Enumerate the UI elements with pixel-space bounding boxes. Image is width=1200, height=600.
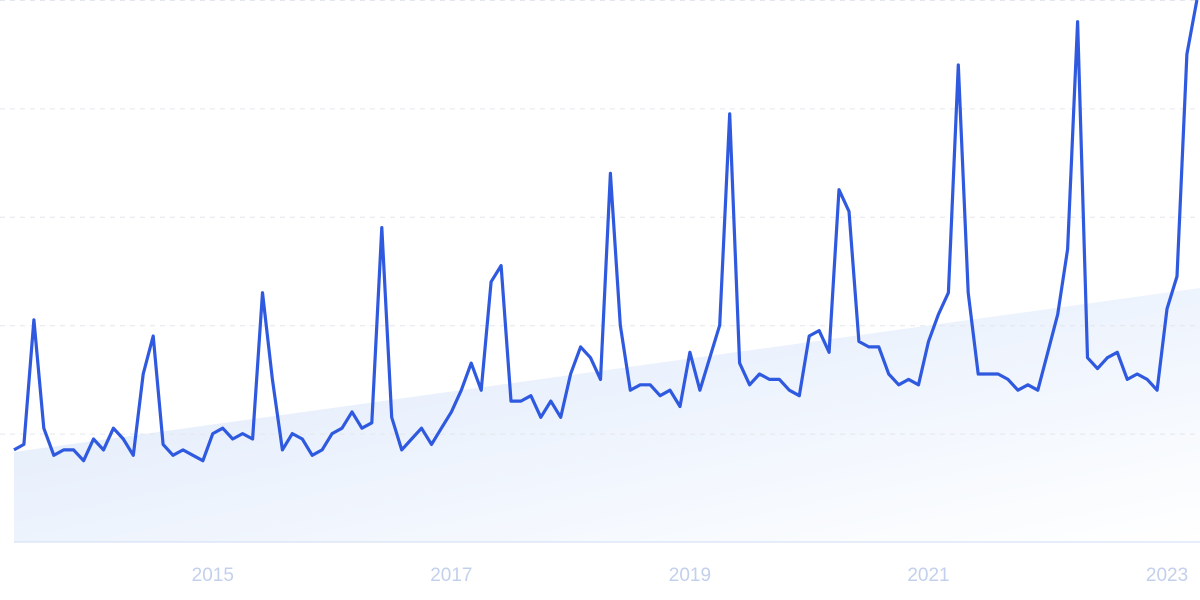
trend-area xyxy=(14,288,1200,542)
plot xyxy=(13,0,1199,463)
x-tick-label: 2015 xyxy=(192,565,234,586)
x-tick-label: 2017 xyxy=(430,565,472,586)
x-tick-label: 2019 xyxy=(669,565,711,586)
x-tick-label: 2021 xyxy=(907,565,949,586)
trend-line xyxy=(13,0,1199,463)
x-tick-label: 2023 xyxy=(1146,565,1188,586)
grid xyxy=(0,0,1200,435)
